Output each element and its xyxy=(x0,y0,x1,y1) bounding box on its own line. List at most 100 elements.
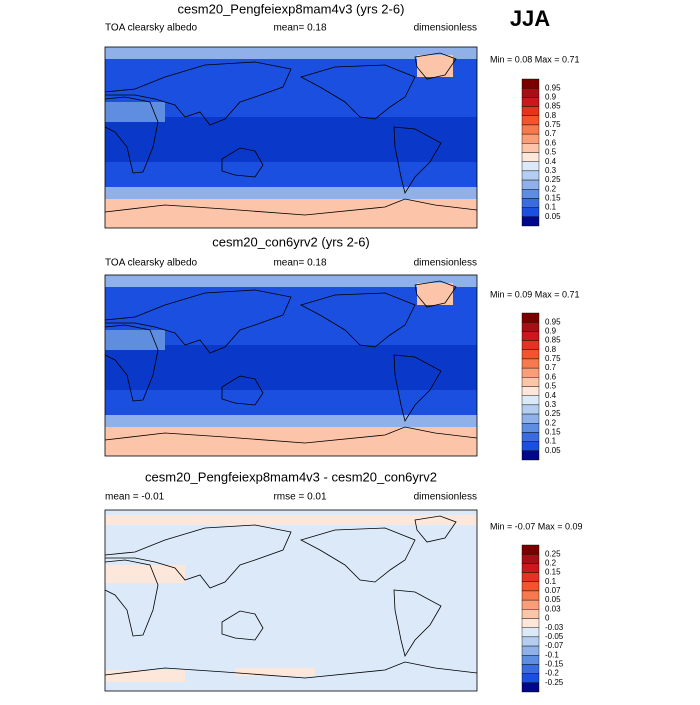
colorbar-label: 0.2 xyxy=(545,558,557,567)
map-frame xyxy=(104,274,478,457)
greenland xyxy=(417,55,453,77)
colorbar-label: 0.07 xyxy=(545,586,561,595)
colorbar-label: -0.25 xyxy=(545,678,564,687)
colorbar-box xyxy=(521,432,540,442)
colorbar-box xyxy=(521,636,540,647)
colorbar-label: 0.5 xyxy=(545,382,557,391)
colorbar-label: 0.85 xyxy=(545,102,561,111)
colorbar-box xyxy=(521,673,540,684)
colorbar-box xyxy=(521,572,540,582)
colorbar-label: 0.4 xyxy=(545,391,557,400)
colorbar-box xyxy=(521,599,540,610)
colorbar-label: 0.95 xyxy=(545,317,561,326)
sahara xyxy=(105,330,165,350)
colorbar-box xyxy=(521,78,540,89)
colorbar-box xyxy=(521,441,540,452)
antarctic xyxy=(105,199,477,228)
colorbar-box xyxy=(521,618,540,628)
left-label: TOA clearsky albedo xyxy=(105,23,198,34)
colorbar-label: 0.6 xyxy=(545,372,557,381)
colorbar-label: 0.15 xyxy=(545,428,561,437)
colorbar-box xyxy=(521,143,540,153)
sahara xyxy=(105,102,165,122)
colorbar-label: -0.05 xyxy=(545,632,564,641)
colorbar-box xyxy=(521,87,540,98)
colorbar-box xyxy=(521,124,540,135)
colorbar-box xyxy=(521,189,540,199)
colorbar-box xyxy=(521,152,540,162)
colorbar-label: 0.1 xyxy=(545,203,557,212)
patch xyxy=(105,670,185,682)
min-max: Min = 0.08 Max = 0.71 xyxy=(490,54,580,64)
colorbar-box xyxy=(521,115,540,126)
south-band xyxy=(105,187,477,199)
colorbar-label: 0.25 xyxy=(545,409,561,418)
colorbar-label: 0.75 xyxy=(545,120,561,129)
colorbar-label: -0.03 xyxy=(545,623,564,632)
colorbar-label: 0.3 xyxy=(545,400,557,409)
center-label: rmse = 0.01 xyxy=(273,492,327,503)
colorbar-box xyxy=(521,358,540,369)
colorbar-box xyxy=(521,170,540,181)
colorbar-label: 0.7 xyxy=(545,363,557,372)
colorbar-box xyxy=(521,321,540,332)
colorbar-label: 0.05 xyxy=(545,212,561,221)
south-band xyxy=(105,415,477,427)
colorbar-box xyxy=(521,340,540,350)
right-label: dimensionless xyxy=(414,492,477,503)
map-frame xyxy=(104,46,478,229)
colorbar-label: 0 xyxy=(545,614,550,623)
colorbar-label: -0.15 xyxy=(545,660,564,669)
colorbar-label: 0.7 xyxy=(545,129,557,138)
colorbar-label: 0.15 xyxy=(545,194,561,203)
colorbar-box xyxy=(521,590,540,601)
colorbar-label: 0.05 xyxy=(545,446,561,455)
colorbar-label: 0.4 xyxy=(545,157,557,166)
colorbar-label: 0.8 xyxy=(545,111,557,120)
colorbar-label: 0.95 xyxy=(545,83,561,92)
colorbar-box xyxy=(521,450,540,461)
colorbar-label: 0.8 xyxy=(545,345,557,354)
colorbar-label: 0.15 xyxy=(545,568,561,577)
north-band xyxy=(105,275,477,287)
colorbar-label: 0.75 xyxy=(545,354,561,363)
colorbar-box xyxy=(521,377,540,387)
map xyxy=(104,46,478,229)
colorbar-label: 0.2 xyxy=(545,418,557,427)
colorbar-box xyxy=(521,413,540,424)
colorbar-label: 0.9 xyxy=(545,92,557,101)
colorbar-label: 0.25 xyxy=(545,175,561,184)
map-frame xyxy=(104,509,478,692)
colorbar-label: -0.07 xyxy=(545,641,564,650)
panel-title: cesm20_Pengfeiexp8mam4v3 - cesm20_con6yr… xyxy=(145,469,437,484)
greenland xyxy=(417,283,453,305)
season-label: JJA xyxy=(510,6,550,31)
colorbar-label: -0.2 xyxy=(545,669,559,678)
colorbar-box xyxy=(521,198,540,208)
colorbar-label: 0.1 xyxy=(545,437,557,446)
colorbar-label: 0.25 xyxy=(545,549,561,558)
colorbar-box xyxy=(521,682,540,693)
right-label: dimensionless xyxy=(414,23,477,34)
colorbar-box xyxy=(521,563,540,573)
colorbar-label: 0.2 xyxy=(545,184,557,193)
colorbar-box xyxy=(521,133,540,144)
colorbar-label: 0.5 xyxy=(545,148,557,157)
colorbar-box xyxy=(521,404,540,415)
colorbar-box xyxy=(521,627,540,638)
center-label: mean= 0.18 xyxy=(273,23,327,34)
colorbar-box xyxy=(521,655,540,665)
tropics xyxy=(105,345,477,390)
colorbar-box xyxy=(521,106,540,116)
colorbar-label: 0.03 xyxy=(545,604,561,613)
colorbar-box xyxy=(521,664,540,674)
colorbar-box xyxy=(521,395,540,406)
colorbar-box xyxy=(521,179,540,190)
colorbar-box xyxy=(521,349,540,360)
colorbar-label: 0.6 xyxy=(545,138,557,147)
patch xyxy=(105,565,185,583)
colorbar-label: 0.3 xyxy=(545,166,557,175)
colorbar-box xyxy=(521,544,540,555)
patch xyxy=(235,668,315,676)
